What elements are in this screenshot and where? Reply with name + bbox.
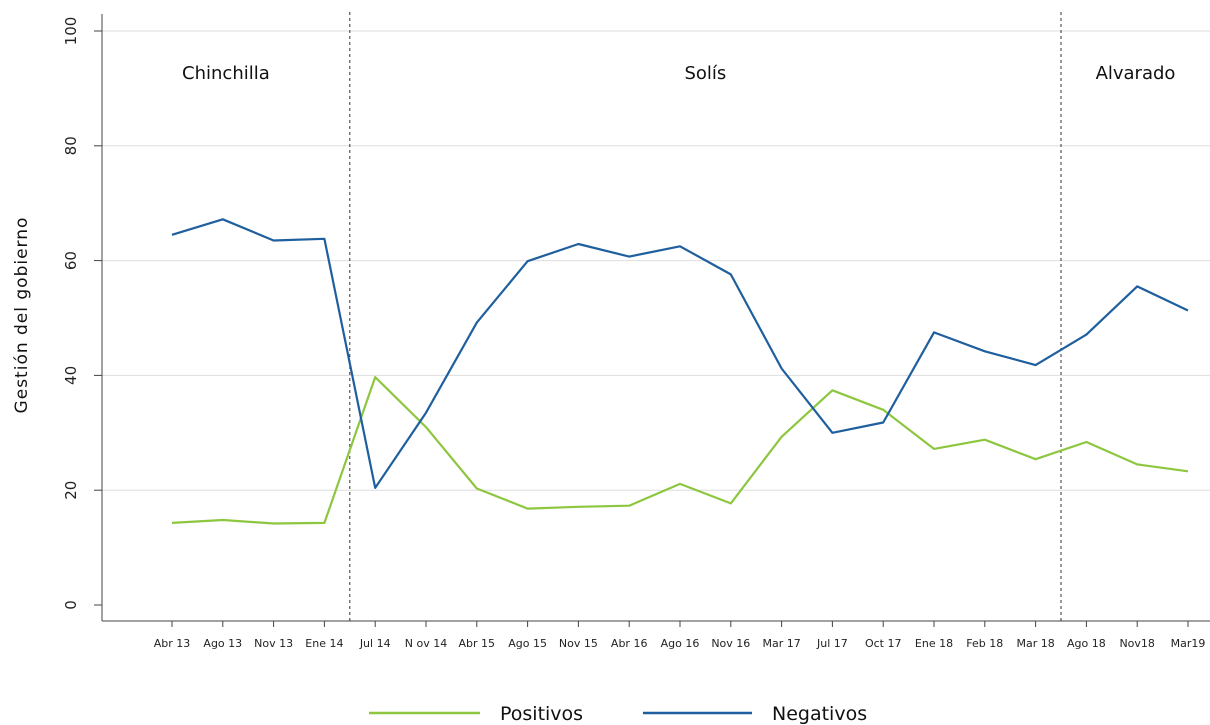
period-label: Chinchilla xyxy=(182,63,270,84)
x-tick-label: Abr 13 xyxy=(154,637,191,650)
y-tick-label: 20 xyxy=(62,481,80,500)
y-tick-label: 100 xyxy=(62,17,80,46)
axes xyxy=(101,14,1210,622)
x-tick-label: Oct 17 xyxy=(865,637,902,650)
x-tick-label: Mar19 xyxy=(1171,637,1206,650)
grid-lines xyxy=(102,30,1210,491)
x-tick-label: Ago 16 xyxy=(661,637,700,650)
x-tick-label: Abr 16 xyxy=(611,637,648,650)
x-tick-label: Mar 17 xyxy=(762,637,800,650)
x-tick-label: Nov 16 xyxy=(711,637,750,650)
series-lines xyxy=(171,218,1189,525)
x-tick-label: Ago 15 xyxy=(508,637,547,650)
y-tick-label: 40 xyxy=(62,366,80,385)
period-labels: Chinchilla Solís Alvarado xyxy=(182,63,1175,84)
y-tick-label: 0 xyxy=(62,600,80,610)
x-tick-label: Nov18 xyxy=(1119,637,1154,650)
x-tick-labels: Abr 13 Ago 13 Nov 13 Ene 14 Jul 14 N ov 14 Abr… xyxy=(154,621,1206,650)
x-tick-label: Ene 18 xyxy=(915,637,953,650)
x-tick-label: Nov 13 xyxy=(254,637,293,650)
y-tick-label: 60 xyxy=(62,251,80,270)
x-tick-label: Nov 15 xyxy=(559,637,598,650)
x-tick-label: Ene 14 xyxy=(305,637,343,650)
y-tick-label: 80 xyxy=(62,136,80,155)
series-line-positivos xyxy=(171,376,1189,525)
x-tick-label: Jul 17 xyxy=(816,637,848,650)
period-label: Solís xyxy=(684,63,726,84)
period-label: Alvarado xyxy=(1096,63,1176,84)
x-tick-label: Ago 13 xyxy=(203,637,242,650)
series-line-negativos xyxy=(171,218,1189,489)
y-axis-title: Gestión del gobierno xyxy=(12,217,32,414)
x-tick-label: Feb 18 xyxy=(966,637,1003,650)
legend: Positivos Negativos xyxy=(369,703,867,725)
x-tick-label: Jul 14 xyxy=(359,637,391,650)
x-tick-label: Abr 15 xyxy=(459,637,496,650)
legend-label: Positivos xyxy=(500,703,583,725)
x-tick-label: Ago 18 xyxy=(1067,637,1106,650)
period-dividers xyxy=(349,12,1062,621)
y-tick-labels: 0 20 40 60 80 100 xyxy=(62,17,102,610)
x-tick-label: N ov 14 xyxy=(405,637,447,650)
x-tick-label: Mar 18 xyxy=(1016,637,1054,650)
legend-label: Negativos xyxy=(772,703,867,725)
